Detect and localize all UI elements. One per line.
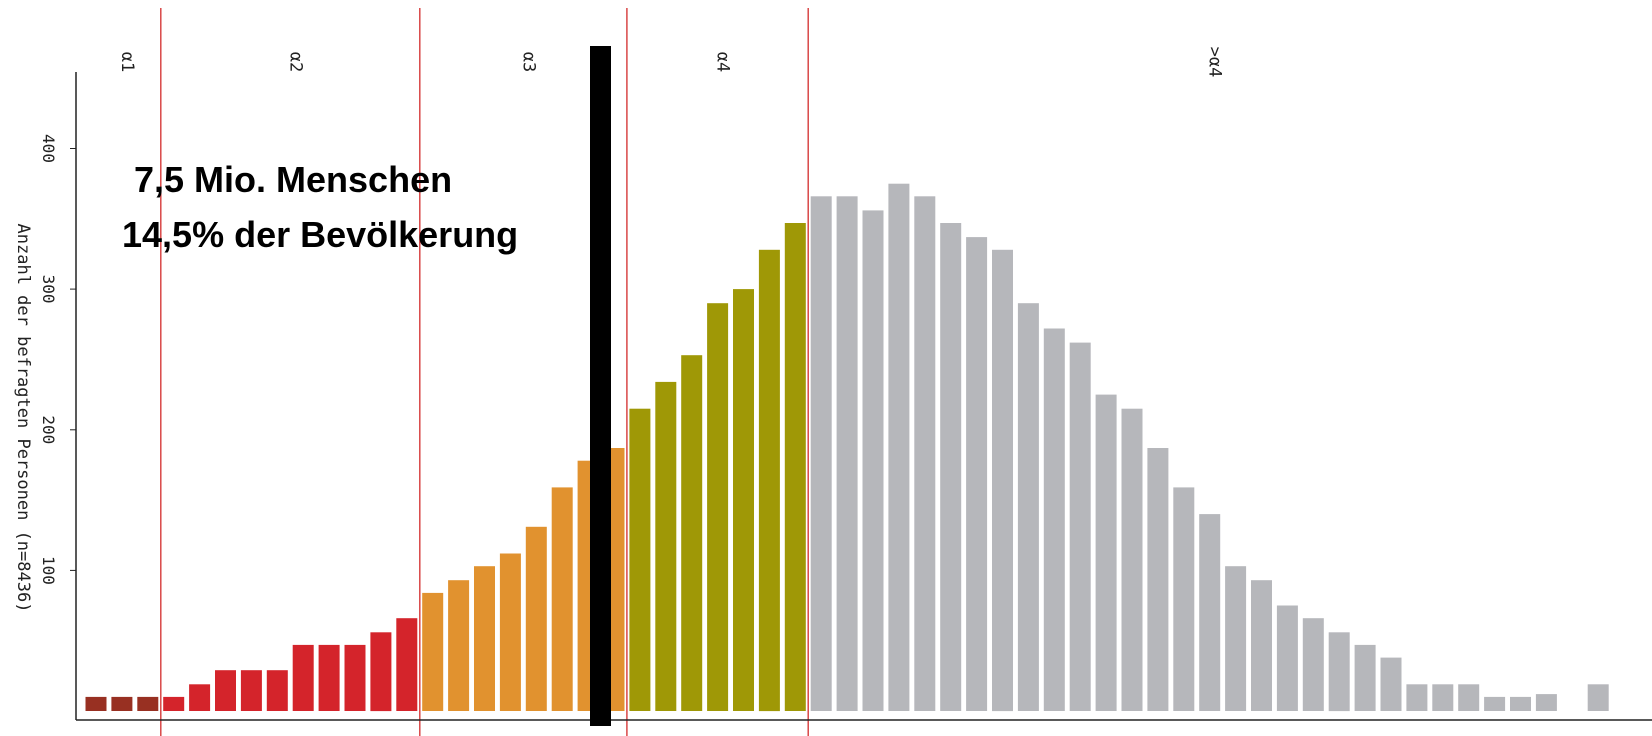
- annotation-line-2: 14,5% der Bevölkerung: [122, 214, 518, 255]
- bar-1: [111, 696, 133, 711]
- y-tick-label: 300: [39, 275, 58, 304]
- bar-3: [163, 696, 185, 711]
- bar-36: [1017, 303, 1039, 711]
- bar-29: [836, 196, 858, 712]
- bar-7: [266, 670, 288, 711]
- bar-50: [1380, 657, 1402, 711]
- bar-21: [629, 408, 651, 711]
- level-dividers: [160, 8, 809, 736]
- bar-13: [422, 592, 444, 711]
- bar-6: [240, 670, 262, 711]
- level-label-alpha3: α3: [518, 52, 538, 72]
- bar-33: [940, 223, 962, 711]
- bar-12: [396, 618, 418, 711]
- bar-15: [474, 566, 495, 711]
- bar-10: [344, 644, 366, 711]
- bar-30: [862, 210, 884, 711]
- bar-48: [1328, 632, 1350, 712]
- y-axis-label: Anzahl der befragten Personen (n=8436): [13, 224, 33, 613]
- bar-44: [1225, 566, 1247, 711]
- bar-26: [758, 249, 780, 712]
- bar-45: [1251, 580, 1272, 711]
- bar-4: [189, 684, 211, 711]
- level-labels: α1 α2 α3 α4 >α4: [117, 47, 1225, 78]
- bar-8: [292, 644, 314, 711]
- bar-16: [499, 553, 521, 711]
- y-tick-label: 200: [39, 415, 58, 444]
- bars-group: [85, 183, 1609, 712]
- bar-40: [1121, 408, 1143, 711]
- y-tick-label: 400: [39, 134, 58, 163]
- y-tick-label: 100: [39, 556, 58, 585]
- level-label-alpha1: α1: [117, 52, 137, 72]
- bar-54: [1484, 696, 1506, 711]
- bar-56: [1535, 694, 1557, 711]
- bar-11: [370, 632, 392, 712]
- bar-28: [810, 196, 832, 712]
- bar-9: [318, 644, 340, 711]
- bar-23: [681, 355, 703, 711]
- bar-27: [784, 223, 806, 711]
- bar-18: [551, 487, 573, 711]
- bar-46: [1276, 605, 1298, 711]
- bar-5: [215, 670, 236, 711]
- bar-22: [655, 381, 677, 711]
- bar-37: [1043, 328, 1065, 711]
- bar-34: [966, 237, 988, 711]
- level-label-above_alpha4: >α4: [1205, 47, 1225, 78]
- bar-32: [914, 196, 936, 712]
- bar-14: [448, 580, 470, 711]
- bar-47: [1302, 618, 1324, 711]
- annotation-line-1: 7,5 Mio. Menschen: [134, 159, 452, 200]
- threshold-marker: [590, 46, 611, 726]
- bar-35: [992, 249, 1013, 712]
- bar-38: [1069, 342, 1091, 711]
- bar-52: [1432, 684, 1454, 711]
- bar-58: [1587, 684, 1609, 711]
- bar-55: [1510, 696, 1531, 711]
- bar-2: [137, 696, 159, 711]
- bar-43: [1199, 514, 1221, 711]
- bar-49: [1354, 644, 1376, 711]
- level-label-alpha2: α2: [285, 52, 305, 72]
- bar-24: [707, 303, 729, 711]
- y-ticks: 100 200 300 400: [39, 134, 76, 585]
- level-label-alpha4: α4: [713, 52, 733, 72]
- bar-25: [733, 289, 754, 711]
- bar-31: [888, 183, 910, 711]
- bar-17: [525, 526, 547, 711]
- bar-41: [1147, 448, 1169, 711]
- bar-42: [1173, 487, 1195, 711]
- bar-0: [85, 696, 107, 711]
- bar-53: [1458, 684, 1480, 711]
- bar-39: [1095, 394, 1117, 711]
- bar-51: [1406, 684, 1428, 711]
